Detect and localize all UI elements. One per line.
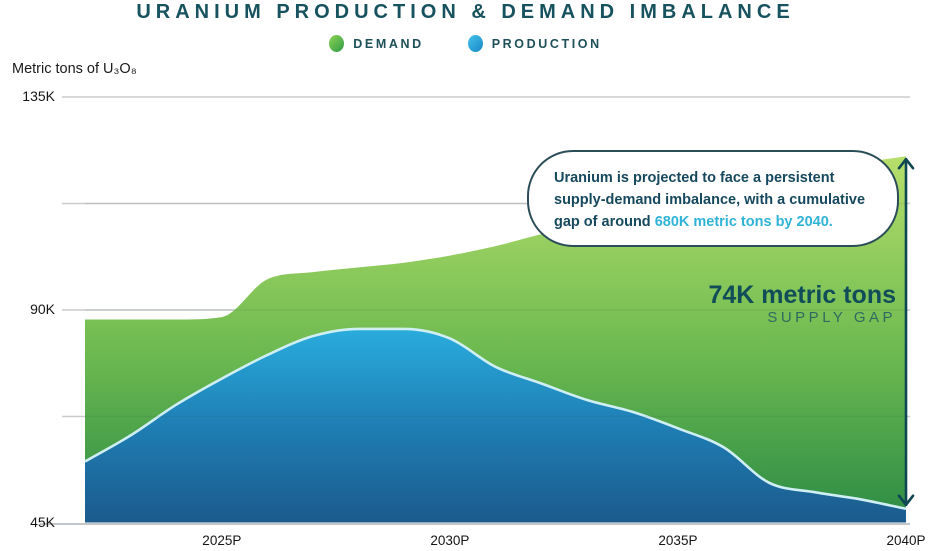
legend: DEMAND PRODUCTION xyxy=(0,35,931,52)
production-area xyxy=(85,328,906,523)
supply-gap-arrow xyxy=(897,157,915,507)
arrow-stroke xyxy=(897,157,915,170)
legend-item-demand: DEMAND xyxy=(329,35,423,52)
legend-item-production: PRODUCTION xyxy=(467,35,602,52)
y-axis-label: 135K xyxy=(22,88,55,104)
demand-dot-icon xyxy=(329,35,345,52)
y-axis-label: 90K xyxy=(30,301,55,317)
x-axis-label: 2025P xyxy=(202,533,242,548)
arrow-stroke xyxy=(897,494,915,507)
callout-bubble: Uranium is projected to face a persisten… xyxy=(527,150,899,247)
page-title: URANIUM PRODUCTION & DEMAND IMBALANCE xyxy=(136,1,795,23)
x-axis-label: 2030P xyxy=(430,533,470,548)
callout-line-2: supply-demand imbalance, with a cumulati… xyxy=(554,192,866,208)
legend-label-demand: DEMAND xyxy=(353,36,424,51)
callout-line-1: Uranium is projected to face a persisten… xyxy=(554,170,835,186)
callout-line-3-prefix: gap of around xyxy=(554,214,655,230)
production-edge-line xyxy=(84,327,907,511)
callout-line-3: gap of around 680K metric tons by 2040. xyxy=(554,211,889,233)
supply-gap-caption: SUPPLY GAP xyxy=(767,309,896,326)
production-dot-icon xyxy=(467,35,483,52)
x-axis-label: 2040P xyxy=(886,533,926,548)
supply-gap-value: 74K metric tons xyxy=(708,281,896,309)
callout-highlight-text: 680K metric tons by 2040. xyxy=(654,214,833,230)
y-axis-unit-label: Metric tons of U₃O₈ xyxy=(12,61,137,77)
legend-label-production: PRODUCTION xyxy=(491,36,602,51)
y-axis-label: 45K xyxy=(30,514,55,530)
x-axis-label: 2035P xyxy=(658,533,698,548)
